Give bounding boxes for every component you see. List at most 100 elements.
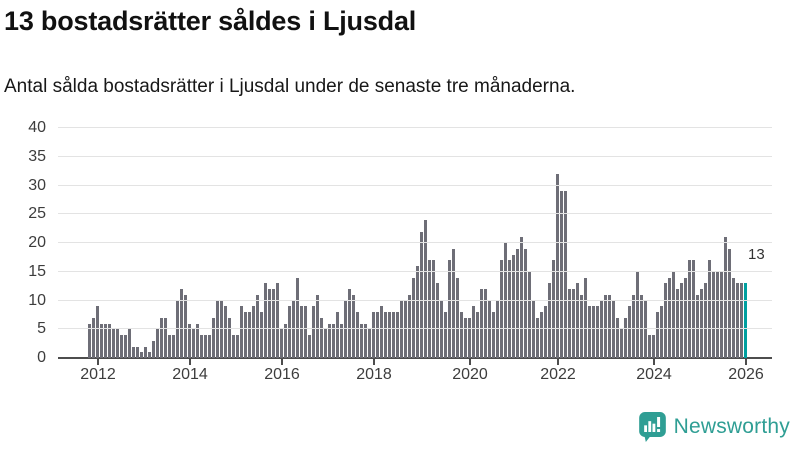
bar	[124, 335, 127, 358]
bar	[492, 312, 495, 358]
bar	[552, 260, 555, 358]
bar	[556, 174, 559, 358]
bar	[444, 312, 447, 358]
bar	[460, 312, 463, 358]
bar	[720, 271, 723, 358]
bar	[604, 294, 607, 358]
bar	[480, 289, 483, 358]
y-tick-label: 30	[28, 176, 46, 194]
bar	[172, 335, 175, 358]
bar	[240, 306, 243, 358]
bar	[140, 352, 143, 358]
bar	[376, 312, 379, 358]
bar	[184, 294, 187, 358]
x-tick-mark	[745, 359, 747, 365]
x-tick-mark	[189, 359, 191, 365]
bar	[600, 300, 603, 358]
bar	[688, 260, 691, 358]
bar	[628, 306, 631, 358]
bar	[392, 312, 395, 358]
bar	[452, 248, 455, 358]
bar	[232, 335, 235, 358]
bar	[588, 306, 591, 358]
bar	[464, 317, 467, 358]
bar	[428, 260, 431, 358]
bar	[416, 266, 419, 358]
bar	[564, 191, 567, 358]
bar	[692, 260, 695, 358]
bar	[660, 306, 663, 358]
bar	[352, 294, 355, 358]
bar	[364, 323, 367, 358]
bar	[268, 289, 271, 358]
bar	[292, 300, 295, 358]
bar	[348, 289, 351, 358]
bar	[540, 312, 543, 358]
bar	[536, 317, 539, 358]
gridline	[58, 328, 772, 330]
bar	[648, 335, 651, 358]
bar	[664, 283, 667, 358]
x-tick-mark	[281, 359, 283, 365]
bar	[116, 329, 119, 358]
bar	[632, 294, 635, 358]
bar	[408, 294, 411, 358]
bar	[360, 323, 363, 358]
bar	[560, 191, 563, 358]
y-axis-labels: 0 5 10 15 20 25 30 35 40	[0, 118, 48, 366]
bar	[636, 271, 639, 358]
bar	[104, 323, 107, 358]
bar	[144, 346, 147, 358]
y-tick-label: 35	[28, 147, 46, 165]
bar	[344, 300, 347, 358]
bar	[248, 312, 251, 358]
bar	[188, 323, 191, 358]
bar	[508, 260, 511, 358]
bar	[652, 335, 655, 358]
bar	[196, 323, 199, 358]
bar	[340, 323, 343, 358]
bar	[580, 294, 583, 358]
bar	[736, 283, 739, 358]
bar	[400, 300, 403, 358]
y-tick-label: 20	[28, 234, 46, 251]
newsworthy-logo[interactable]: Newsworthy	[638, 412, 790, 442]
bar	[96, 306, 99, 358]
bar-chart: 0 5 10 15 20 25 30 35 40 13 2012 2014 2016 2018 2020…	[0, 118, 800, 398]
bar	[668, 277, 671, 358]
y-tick-label: 10	[28, 291, 46, 309]
bar	[488, 300, 491, 358]
x-tick-mark	[469, 359, 471, 365]
chart-title: 13 bostadsrätter såldes i Ljusdal	[4, 6, 417, 36]
bar	[212, 317, 215, 358]
bar	[568, 289, 571, 358]
y-tick-label: 0	[37, 349, 46, 366]
bar	[624, 317, 627, 358]
bar	[276, 283, 279, 358]
bar	[432, 260, 435, 358]
x-tick-label: 2024	[636, 366, 672, 383]
bar	[740, 283, 743, 358]
bar	[436, 283, 439, 358]
bar	[592, 306, 595, 358]
bar	[384, 312, 387, 358]
bar	[704, 283, 707, 358]
bar	[176, 300, 179, 358]
bar	[500, 260, 503, 358]
bar	[472, 306, 475, 358]
bar	[476, 312, 479, 358]
bar	[424, 220, 427, 358]
x-tick-mark	[97, 359, 99, 365]
x-tick-mark	[373, 359, 375, 365]
bar	[108, 323, 111, 358]
plot-area: 13	[58, 127, 772, 359]
bar	[640, 294, 643, 358]
bar	[156, 329, 159, 358]
gridline	[58, 155, 772, 157]
bar	[92, 317, 95, 358]
bar	[368, 329, 371, 358]
gridline	[58, 242, 772, 243]
bar	[396, 312, 399, 358]
bar	[616, 317, 619, 358]
